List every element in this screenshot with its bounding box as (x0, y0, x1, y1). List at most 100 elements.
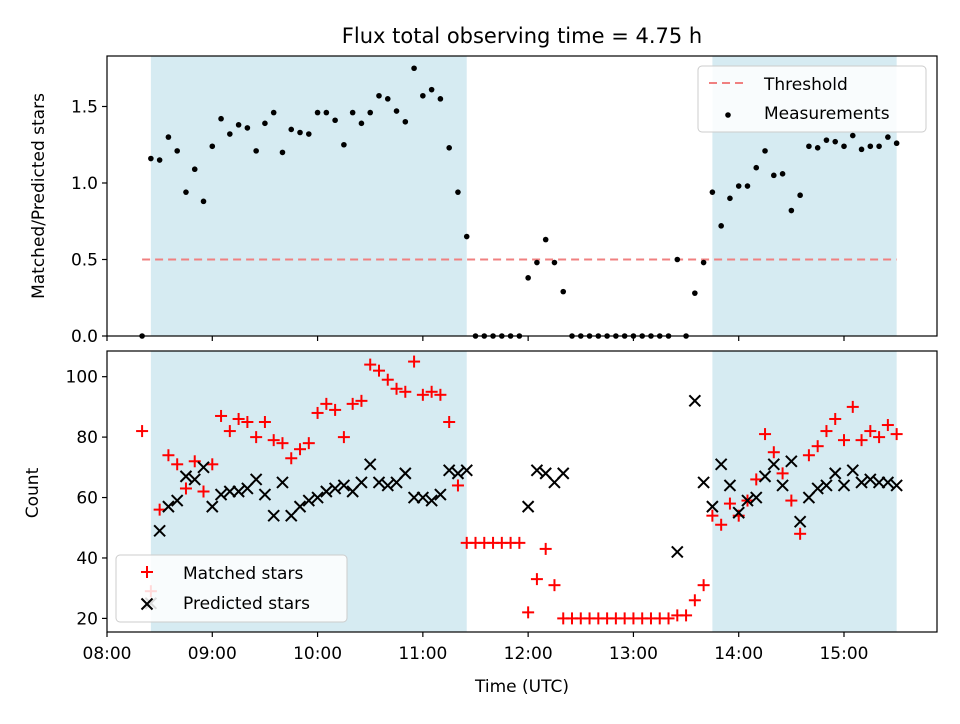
predicted-star-point (811, 482, 824, 495)
y-tick-label: 1.0 (71, 174, 98, 194)
x-marker-b (355, 476, 368, 489)
predicted-star-point (855, 476, 868, 489)
measurement-point (411, 65, 417, 72)
measurement-point (183, 189, 189, 195)
measurement-point (200, 198, 207, 205)
predicted-star-point (671, 545, 684, 559)
legend-plus-marker (141, 566, 153, 578)
matched-star-point (443, 416, 456, 429)
matched-star-point (390, 382, 403, 395)
legend-x-marker (140, 597, 154, 611)
predicted-star-point (530, 464, 544, 477)
measurement-point (560, 288, 567, 295)
measurement-point (867, 143, 874, 150)
matched-star-point (837, 434, 850, 447)
measurement-point (384, 96, 391, 102)
x-marker-b (162, 500, 175, 513)
matched-star-point (258, 416, 271, 429)
matched-star-point (372, 364, 385, 377)
matched-star-point (434, 388, 447, 401)
matched-star-point (136, 425, 149, 438)
measurement-point (797, 192, 803, 199)
measurement-point (551, 259, 558, 266)
shaded-interval-1 (150, 56, 467, 336)
measurement-point (270, 109, 277, 116)
predicted-star-point (276, 476, 289, 489)
measurement-point (323, 109, 330, 116)
predicted-star-point (320, 485, 333, 498)
matched-star-point (794, 527, 807, 540)
predicted-star-point (293, 500, 307, 513)
measurement-point (893, 140, 900, 147)
measurement-point (420, 92, 426, 99)
predicted-star-point (197, 461, 210, 474)
top-x-axis (106, 336, 845, 341)
predicted-star-point (179, 470, 193, 483)
predicted-star-point (364, 458, 377, 471)
legend-predicted-label: Predicted stars (183, 594, 310, 614)
matched-star-point (513, 536, 526, 549)
x-marker-b (732, 506, 745, 519)
matched-star-point (267, 434, 280, 447)
measurement-point (393, 108, 400, 114)
measurement-point (367, 109, 374, 116)
matched-star-point (706, 509, 719, 522)
measurement-point (700, 259, 707, 266)
predicted-star-point (829, 467, 842, 480)
y-tick-label: 100 (66, 368, 98, 388)
legend-measurements-swatch (725, 112, 731, 118)
matched-star-point (215, 409, 228, 422)
matched-star-point (285, 452, 298, 465)
matched-star-point (179, 482, 192, 495)
measurement-point (692, 290, 698, 296)
bottom-legend: Matched stars Predicted stars (115, 554, 348, 623)
measurement-point (428, 86, 435, 93)
predicted-star-point (302, 494, 316, 507)
matched-star-point (162, 449, 175, 462)
x-marker-b (890, 479, 903, 492)
x-marker-b (337, 479, 351, 492)
measurement-point (534, 259, 540, 266)
x-marker-b (829, 467, 842, 480)
legend-threshold-label: Threshold (763, 75, 848, 95)
x-marker-b (302, 494, 316, 507)
x-marker-b (214, 488, 228, 501)
x-tick-label: 08:00 (83, 644, 132, 664)
predicted-star-point (328, 482, 342, 495)
measurement-point (849, 132, 856, 139)
measurement-point (446, 145, 452, 151)
x-marker-b (223, 485, 237, 498)
x-marker-b (399, 467, 412, 480)
measurement-point (402, 118, 409, 125)
matched-star-point (890, 428, 903, 441)
predicted-star-point (881, 476, 895, 489)
x-tick-label: 09:00 (188, 644, 237, 664)
measurement-point (165, 134, 172, 140)
y-tick-label: 0.0 (71, 327, 98, 347)
matched-star-point (320, 397, 333, 410)
matched-star-point (680, 609, 693, 622)
predicted-star-point (758, 470, 772, 483)
predicted-star-point (460, 464, 473, 477)
y-tick-label: 20 (76, 609, 98, 629)
x-marker-b (416, 491, 430, 504)
x-marker-b (249, 473, 263, 486)
predicted-star-point (416, 491, 430, 504)
measurement-point (753, 164, 760, 171)
x-marker-b (407, 491, 421, 504)
measurement-point (455, 189, 461, 195)
matched-star-point (759, 428, 772, 441)
x-marker-b (697, 476, 710, 489)
matched-star-point (241, 416, 254, 429)
matched-star-point (355, 394, 368, 407)
predicted-star-point (451, 467, 465, 480)
x-marker-b (140, 597, 154, 611)
x-marker-b (530, 464, 544, 477)
matched-star-point (750, 473, 763, 486)
shaded-interval-2 (712, 351, 897, 632)
x-marker-b (688, 394, 702, 408)
predicted-star-point (767, 458, 781, 471)
x-tick-label: 15:00 (819, 644, 868, 664)
predicted-star-point (793, 515, 807, 528)
matched-star-point (881, 419, 894, 432)
